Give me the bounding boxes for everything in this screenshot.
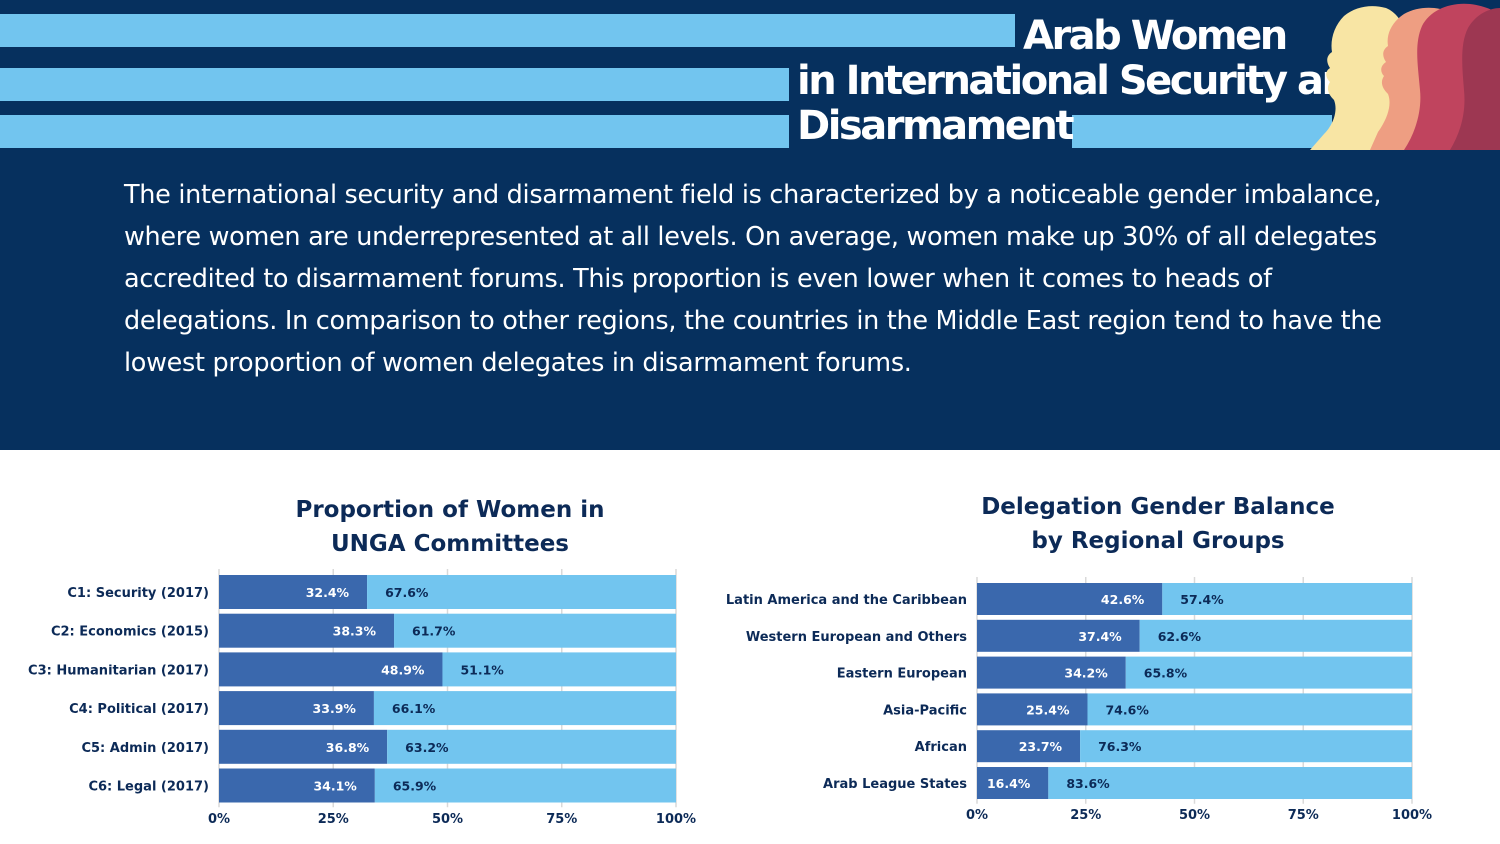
chart1-x-tick-label: 0% (208, 812, 230, 827)
chart2-title-line-1: Delegation Gender Balance (981, 494, 1335, 520)
chart1-bar-men (387, 729, 676, 764)
title-line-3: Disarmament (797, 103, 1075, 149)
chart1-bar-women (219, 613, 395, 648)
chart1-bar-men (374, 768, 676, 803)
chart2-bar-women (977, 693, 1088, 726)
chart2-data-label-women: 16.4% (987, 776, 1031, 791)
chart2-x-tick-label: 0% (966, 808, 988, 823)
chart2-bar-women (977, 583, 1163, 615)
chart1-data-label-men: 51.1% (460, 662, 504, 677)
chart1-bar-women (219, 768, 375, 803)
chart2-data-label-men: 74.6% (1105, 702, 1149, 717)
chart1-x-tick-label: 50% (432, 812, 463, 827)
chart2-title-line-2: by Regional Groups (1031, 528, 1285, 554)
chart1-x-tick-label: 75% (546, 812, 577, 827)
chart1-bar-women (219, 691, 374, 726)
chart1-bar-women (219, 575, 368, 609)
title-line-1: Arab Women (1023, 13, 1288, 59)
chart1-data-label-women: 33.9% (313, 701, 357, 716)
chart2-data-label-women: 23.7% (1019, 739, 1063, 754)
chart1-title: Proportion of Women in UNGA Committees (240, 493, 660, 561)
chart2-bar-men (1048, 767, 1412, 799)
chart1-data-label-men: 66.1% (392, 701, 436, 716)
header-banner: Arab Women in International Security and… (0, 0, 1500, 450)
chart1-title-line-1: Proportion of Women in (295, 497, 605, 523)
women-profiles-illustration (1310, 3, 1500, 150)
intro-paragraph: The international security and disarmame… (124, 180, 1382, 378)
chart2-category-label: Arab League States (823, 777, 967, 792)
chart2-category-label: Latin America and the Caribbean (726, 593, 967, 608)
chart1-data-label-women: 38.3% (333, 624, 377, 639)
chart1-x-tick-label: 100% (656, 812, 696, 827)
chart2-data-label-women: 42.6% (1101, 592, 1145, 607)
chart2-data-label-women: 37.4% (1078, 629, 1122, 644)
chart2-bar-women (977, 730, 1081, 763)
chart1-data-label-women: 36.8% (326, 740, 370, 755)
chart1-category-label: C3: Humanitarian (2017) (28, 663, 209, 678)
chart1-x-tick-label: 25% (318, 812, 349, 827)
chart1-bar-men (442, 652, 676, 687)
chart1-data-label-men: 65.9% (393, 779, 437, 794)
chart2-x-tick-label: 100% (1392, 808, 1432, 823)
chart2-bar-men (1080, 730, 1412, 763)
chart1-data-label-women: 32.4% (306, 585, 350, 600)
chart1-category-label: C6: Legal (2017) (88, 780, 209, 795)
chart2-category-label: Western European and Others (746, 630, 967, 645)
chart1-data-label-men: 63.2% (405, 740, 449, 755)
chart1-bar-women (219, 652, 443, 687)
chart1-bar-women (219, 729, 388, 764)
chart1-data-label-women: 48.9% (381, 662, 425, 677)
chart1-title-line-2: UNGA Committees (331, 531, 569, 557)
chart2-bar-women (977, 767, 1049, 799)
chart2-data-label-women: 34.2% (1064, 666, 1108, 681)
chart2-data-label-men: 57.4% (1180, 592, 1224, 607)
chart2-category-label: Eastern European (837, 667, 967, 682)
page-title: Arab Women in International Security and… (797, 13, 1376, 149)
chart1-category-label: C5: Admin (2017) (81, 741, 209, 756)
chart2-bar-men (1162, 583, 1412, 615)
chart2-x-tick-label: 25% (1070, 808, 1101, 823)
chart1-data-label-women: 34.1% (313, 779, 357, 794)
chart1-bar-men (394, 613, 676, 648)
chart2-x-tick-label: 50% (1179, 808, 1210, 823)
chart2-data-label-women: 25.4% (1026, 702, 1070, 717)
header-stripe-4 (1072, 115, 1332, 148)
chart2-bar-men (1139, 619, 1412, 652)
title-line-2: in International Security and (797, 58, 1376, 104)
chart2-bar-women (977, 656, 1126, 689)
chart2-bar-men (1125, 656, 1412, 689)
chart2-data-label-men: 76.3% (1098, 739, 1142, 754)
chart2-title: Delegation Gender Balance by Regional Gr… (948, 490, 1368, 558)
chart2-bar-women (977, 619, 1140, 652)
header-stripe-2 (0, 68, 789, 101)
chart2-data-label-men: 62.6% (1158, 629, 1202, 644)
chart2-bar-men (1087, 693, 1412, 726)
chart1-bar-men (373, 691, 676, 726)
chart2-category-label: African (915, 740, 967, 755)
chart1-data-label-men: 67.6% (385, 585, 429, 600)
chart1-bar-men (367, 575, 676, 609)
chart2-data-label-men: 65.8% (1144, 666, 1188, 681)
chart1-category-label: C4: Political (2017) (69, 702, 209, 717)
chart2-x-tick-label: 75% (1288, 808, 1319, 823)
chart2-data-label-men: 83.6% (1066, 776, 1110, 791)
chart1-category-label: C2: Economics (2015) (51, 625, 209, 640)
header-stripe-3 (0, 115, 789, 148)
header-stripe-1 (0, 14, 1015, 47)
chart1-data-label-men: 61.7% (412, 624, 456, 639)
chart2-category-label: Asia-Pacific (883, 703, 967, 718)
chart1-category-label: C1: Security (2017) (67, 586, 209, 601)
